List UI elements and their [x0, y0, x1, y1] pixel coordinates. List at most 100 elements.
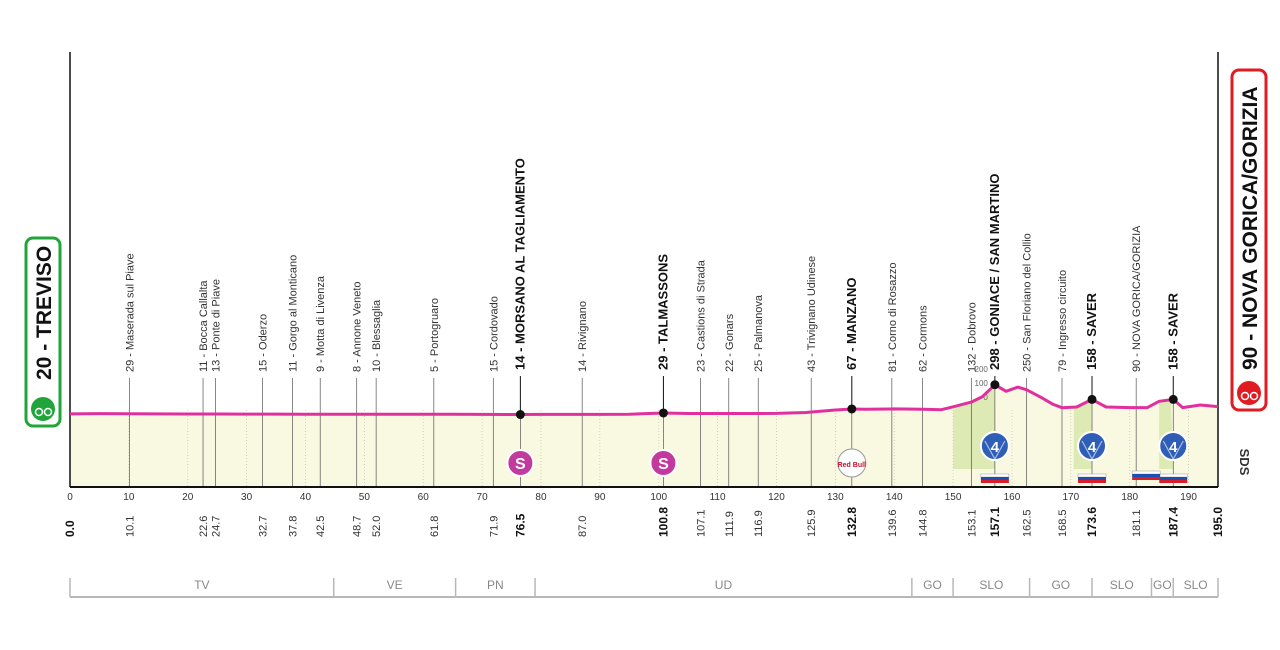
place-label: 29 - Maserada sul Piave: [124, 253, 136, 372]
kom-marker-shape: [1081, 440, 1103, 461]
place-km-label: 173.6: [1085, 507, 1099, 537]
place-label: 81 - Corno di Rosazzo: [887, 263, 899, 372]
place-label: 29 - TALMASSONS: [655, 254, 670, 370]
place-label: 10 - Blessaglia: [371, 299, 383, 372]
place-label: 90 - NOVA GORICA/GORIZIA: [1131, 225, 1143, 372]
start-label: 20 - TREVISO: [33, 246, 56, 380]
flag-white: [1131, 470, 1161, 475]
start-bike-icon: [31, 397, 55, 421]
place-label: 9 - Motta di Livenza: [315, 275, 327, 372]
sponsor-logo-text: SDS: [1237, 449, 1252, 476]
sprint-marker-label: S: [515, 456, 526, 473]
place-label: 79 - Ingresso circuito: [1057, 270, 1069, 372]
elevation-tick-label: 100: [975, 379, 989, 388]
sprint-marker: [649, 449, 678, 477]
place-km-label: 71.9: [488, 516, 500, 537]
flag-blue: [1078, 477, 1107, 480]
summit-dot: [990, 380, 1000, 390]
elevation-tick-label: 200: [975, 365, 989, 374]
x-tick-label: 130: [827, 492, 844, 503]
place-label: 298 - GONIACE / SAN MARTINO: [987, 174, 1002, 370]
place-km-label: 168.5: [1057, 509, 1069, 537]
x-tick-label: 10: [123, 492, 135, 503]
region-label: UD: [715, 578, 733, 592]
start-bike-wheel: [34, 407, 44, 417]
redbull-marker-label: Red Bull: [838, 462, 866, 469]
place-km-label: 139.6: [887, 509, 899, 537]
sprint-marker: [506, 449, 535, 477]
place-label: 15 - Cordovado: [488, 296, 500, 372]
flag-red: [1078, 480, 1107, 483]
place-km-label: 187.4: [1166, 507, 1180, 537]
kom-marker-label: 4: [991, 439, 1000, 456]
finish-label: 90 - NOVA GORICA/GORIZIA: [1239, 86, 1262, 370]
x-tick-label: 100: [650, 492, 667, 503]
finish-bike-icon: [1237, 381, 1261, 405]
kom-marker-label: 4: [1169, 439, 1178, 456]
x-tick-label: 0: [67, 492, 73, 503]
x-tick-label: 90: [594, 492, 606, 503]
flag-red: [1132, 477, 1161, 480]
place-km-label: 157.1: [988, 507, 1002, 537]
finish-km-label: 195.0: [1211, 507, 1225, 537]
redbull-marker: [837, 448, 867, 478]
x-tick-label: 50: [359, 492, 371, 503]
place-label: 62 - Cormons: [917, 305, 929, 372]
x-tick-label: 80: [535, 492, 547, 503]
place-label: 11 - Gorgo al Monticano: [288, 255, 300, 372]
flag-blue: [980, 477, 1009, 480]
kom-marker-label: 4: [1088, 439, 1097, 456]
x-tick-label: 170: [1062, 492, 1079, 503]
place-km-label: 116.9: [753, 510, 765, 537]
place-km-label: 10.1: [124, 516, 136, 537]
place-km-label: 61.8: [429, 516, 441, 537]
place-km-label: 144.8: [917, 509, 929, 537]
place-label: 8 - Annone Veneto: [352, 281, 364, 372]
place-km-label: 52.0: [371, 516, 383, 537]
place-label: 15 - Oderzo: [258, 314, 270, 372]
start-bike-wheel: [43, 407, 53, 417]
flag-blue: [1159, 477, 1188, 480]
x-tick-label: 40: [300, 492, 312, 503]
place-km-label: 153.1: [966, 509, 978, 537]
start-km-label: 0.0: [63, 520, 77, 537]
place-label: 43 - Trivignano Udinese: [806, 256, 818, 372]
place-km-label: 37.8: [288, 516, 300, 537]
kom-marker-shape: [984, 440, 1006, 461]
x-tick-label: 70: [477, 492, 489, 503]
place-label: 11 - Bocca Callalta: [198, 280, 210, 372]
region-label: SLO: [1110, 578, 1134, 592]
kom-marker-shape: [1162, 440, 1184, 461]
x-tick-label: 120: [768, 492, 785, 503]
flag-white: [1077, 473, 1107, 478]
x-tick-label: 140: [886, 492, 903, 503]
finish-box: [1230, 68, 1268, 412]
place-label: 14 - Rivignano: [577, 301, 589, 372]
region-label: GO: [1153, 578, 1172, 592]
flag-white: [1159, 473, 1188, 478]
finish-bike-wheel: [1249, 391, 1259, 401]
place-km-label: 100.8: [656, 507, 670, 537]
flag-red: [980, 480, 1009, 483]
flag-white: [980, 473, 1010, 478]
place-label: 25 - Palmanova: [753, 294, 765, 372]
summit-dot: [1087, 394, 1097, 404]
summit-dot: [847, 404, 857, 414]
place-km-label: 48.7: [352, 516, 364, 537]
place-label: 13 - Ponte di Piave: [210, 279, 222, 372]
x-tick-label: 180: [1121, 492, 1138, 503]
summit-dot: [1168, 394, 1178, 404]
x-tick-label: 30: [241, 492, 253, 503]
flag-red: [1159, 480, 1188, 483]
summit-dot: [515, 410, 525, 420]
region-label: GO: [1051, 578, 1070, 592]
place-km-label: 76.5: [513, 513, 527, 537]
region-label: PN: [487, 578, 504, 592]
summit-dot: [658, 408, 668, 418]
sprint-marker-label: S: [658, 456, 669, 473]
place-km-label: 181.1: [1131, 509, 1143, 537]
place-km-label: 107.1: [696, 509, 708, 537]
x-tick-label: 20: [182, 492, 194, 503]
region-label: SLO: [979, 578, 1003, 592]
